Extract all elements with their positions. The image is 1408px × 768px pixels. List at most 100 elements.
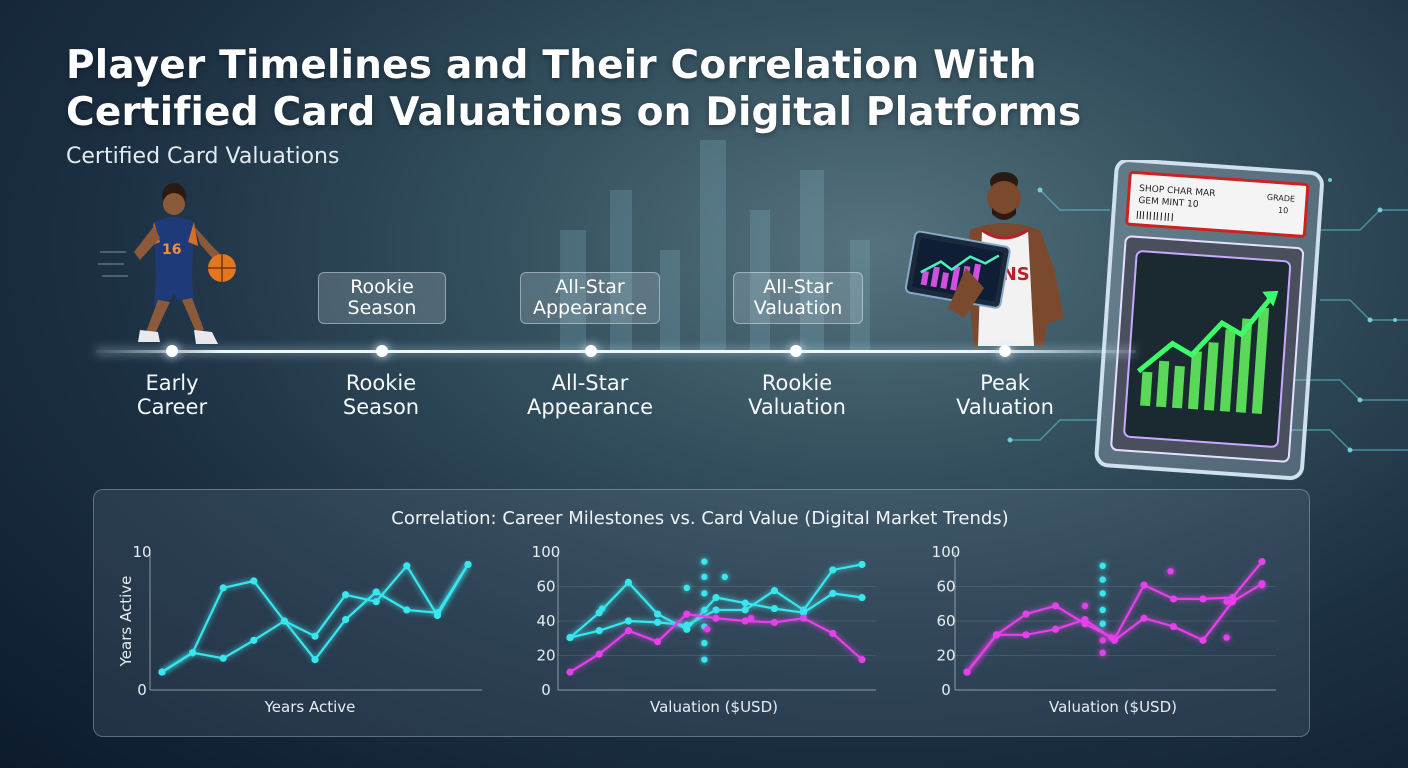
chart-2-series-2-point	[654, 610, 662, 618]
chart-3-series-2-line	[966, 582, 1263, 673]
chart-2-scatter-point	[701, 590, 708, 597]
chart-1-series-2-point	[433, 611, 441, 620]
chart-1-x-axis-label: Years Active	[264, 698, 356, 716]
chart-2-series-1-point	[595, 627, 603, 635]
chart-3-scatter-point	[1099, 606, 1106, 614]
card-label-grade: GRADE	[1267, 193, 1296, 204]
chart-1-y-tick-label: 0	[137, 681, 147, 699]
chart-3-y-tick-label: 20	[936, 647, 955, 665]
chart-2-series-1-point	[712, 606, 720, 614]
chart-2-series-2-point	[624, 578, 633, 586]
chart-3-series-2-point	[963, 668, 971, 676]
chart-3-scatter-point	[1099, 637, 1106, 644]
timeline-node-rookie-season[interactable]	[376, 345, 388, 357]
chart-1-series-1-point	[250, 577, 258, 585]
chart-3-y-tick-label: 60	[936, 578, 955, 596]
subtitle: Certified Card Valuations	[66, 144, 340, 169]
chart-2-y-tick-label: 0	[541, 681, 551, 699]
chart-2-scatter-point	[721, 573, 728, 581]
chart-2-scatter-point	[701, 573, 708, 581]
chart-2-series-2-point	[566, 633, 574, 642]
chart-2-scatter-point	[701, 639, 708, 647]
chart-1-series-2-point	[189, 649, 197, 657]
chart-2-series-1-point	[858, 560, 866, 569]
chart-3-series-2-point	[1169, 622, 1178, 631]
chart-3-series-1-point	[1051, 602, 1060, 610]
timeline-node-rookie-valuation[interactable]	[790, 345, 802, 357]
chart-2-scatter-point	[747, 615, 755, 622]
chart-1-series-1-point	[342, 616, 350, 624]
milestone-box-all-star-valuation: All-Star Valuation	[733, 272, 863, 324]
card-label-line-2: GEM MINT 10	[1138, 196, 1199, 210]
chart-panel-title: Correlation: Career Milestones vs. Card …	[391, 508, 1009, 529]
chart-3-series-1-point	[1169, 595, 1178, 603]
chart-3-scatter-point	[1099, 562, 1106, 569]
chart-3-series-1-point	[1022, 610, 1030, 618]
chart-3-scatter-point	[1223, 598, 1230, 605]
chart-1-series-1-point	[311, 656, 319, 664]
chart-3-series-2-point	[1140, 614, 1148, 622]
chart-2-y-tick-label: 60	[536, 578, 555, 596]
chart-3-scatter-point	[1099, 590, 1106, 597]
chart-1-series-2-point	[342, 591, 350, 599]
chart-3-series-2-point	[992, 631, 1001, 639]
chart-3-series-1-point	[1258, 558, 1266, 566]
timeline-node-early-career[interactable]	[166, 345, 178, 357]
chart-2-series-3-point	[595, 650, 603, 658]
chart-1-series-2-point	[372, 598, 380, 606]
title-line-2: Certified Card Valuations on Digital Pla…	[66, 90, 1082, 135]
chart-2-series-1-point	[654, 618, 662, 626]
card-label-grade-value: 10	[1278, 206, 1289, 216]
chart-2-series-3-point	[800, 614, 808, 622]
timeline-label-peak-valuation: Peak Valuation	[956, 371, 1054, 419]
chart-2-series-3-point	[624, 627, 633, 635]
title-line-1: Player Timelines and Their Correlation W…	[66, 43, 1037, 88]
chart-3-series-2-point	[1022, 631, 1030, 639]
chart-2-series-2-point	[683, 625, 691, 633]
chart-1-series-2-point	[403, 562, 411, 570]
chart-3-series-1-point	[1140, 581, 1148, 589]
milestone-box-all-star-appearance: All-Star Appearance	[520, 272, 660, 324]
chart-1-series-1-point	[219, 584, 227, 592]
chart-2-scatter-point	[701, 606, 708, 614]
timeline-line	[96, 350, 1136, 353]
chart-2-y-tick-label: 100	[532, 543, 561, 561]
chart-3-scatter-point	[1099, 576, 1106, 583]
milestone-box-rookie-season: Rookie Season	[318, 272, 446, 324]
chart-2-y-tick-label: 20	[536, 647, 555, 665]
chart-2-scatter-point	[701, 558, 708, 565]
chart-2-scatter-point	[683, 584, 690, 592]
chart-2-series-3-point	[566, 668, 574, 676]
chart-2-series-3-point	[654, 638, 662, 646]
chart-2-scatter-point	[701, 656, 708, 663]
chart-2-series-3-point	[829, 629, 837, 638]
page-title: Player Timelines and Their Correlation W…	[66, 42, 1081, 136]
chart-2-series-2-point	[829, 589, 837, 598]
chart-2-series-1-point	[770, 587, 779, 595]
chart-2-series-3-line	[569, 612, 863, 674]
chart-3-scatter-point	[1081, 602, 1089, 610]
timeline-label-all-star-appearance: All-Star Appearance	[526, 371, 654, 419]
chart-3-scatter-point	[1108, 634, 1115, 641]
chart-3-y-tick-label: 100	[932, 543, 961, 561]
timeline-node-peak-valuation[interactable]	[999, 345, 1011, 357]
chart-1-series-2-point	[158, 668, 166, 676]
chart-2-scatter-point	[704, 626, 711, 633]
chart-2-series-3-point	[858, 656, 866, 664]
chart-3-y-tick-label: 0	[941, 681, 951, 699]
chart-2-series-1-point	[624, 617, 633, 625]
chart-1-series-2-point	[280, 617, 288, 625]
chart-1-series-2-point	[250, 636, 258, 644]
chart-2-series-2-point	[712, 593, 720, 602]
chart-1-series-2-point	[311, 632, 319, 640]
chart-2-y-tick-label: 40	[536, 612, 555, 630]
chart-2-series-1-point	[741, 606, 749, 614]
chart-3-series-1-point	[1199, 595, 1207, 603]
chart-2-series-2-point	[800, 609, 808, 617]
timeline-node-all-star-appearance[interactable]	[585, 345, 597, 357]
chart-3-series-2-point	[1228, 598, 1237, 606]
timeline-label-rookie-valuation: Rookie Valuation	[748, 371, 846, 419]
chart-1-y-axis-label: Years Active	[117, 576, 135, 668]
